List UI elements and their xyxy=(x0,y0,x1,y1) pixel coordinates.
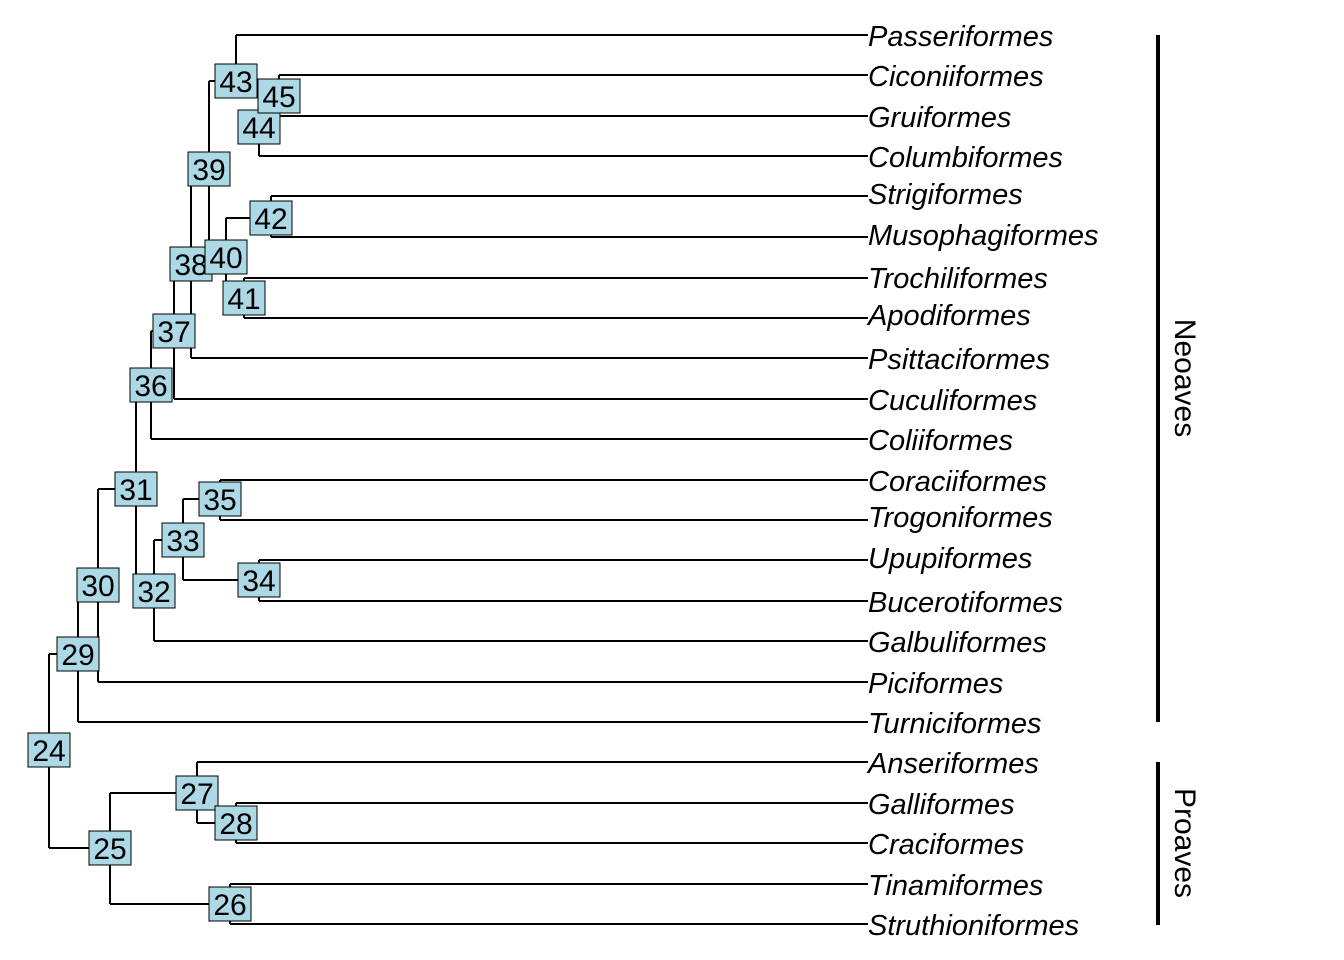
node-label-37: 37 xyxy=(157,316,190,349)
tip-apodiformes: Apodiformes xyxy=(866,300,1031,332)
node-box-28 xyxy=(214,805,258,841)
tip-labels: Passeriformes Ciconiiformes Gruiformes C… xyxy=(866,21,1099,942)
node-box-45 xyxy=(257,78,301,114)
node-35: 35 xyxy=(198,481,242,517)
tip-trochiliformes: Trochiliformes xyxy=(868,263,1048,295)
tip-strigiformes: Strigiformes xyxy=(868,179,1023,211)
node-39: 39 xyxy=(187,151,231,187)
node-24: 24 xyxy=(27,732,71,768)
node-label-39: 39 xyxy=(192,154,225,187)
tip-tinamiformes: Tinamiformes xyxy=(868,870,1043,902)
node-box-26 xyxy=(208,886,252,922)
node-box-31 xyxy=(114,471,158,507)
node-43: 43 xyxy=(214,63,258,99)
tip-psittaciformes: Psittaciformes xyxy=(868,344,1050,376)
tip-ciconiiformes: Ciconiiformes xyxy=(868,61,1044,93)
node-box-33 xyxy=(161,522,205,558)
node-42: 42 xyxy=(249,200,293,236)
node-41: 41 xyxy=(222,280,266,316)
tip-passeriformes: Passeriformes xyxy=(868,21,1053,53)
tip-upupiformes: Upupiformes xyxy=(868,543,1032,575)
node-label-33: 33 xyxy=(166,525,199,558)
node-label-31: 31 xyxy=(119,474,152,507)
node-box-30 xyxy=(76,567,120,603)
node-box-43 xyxy=(214,63,258,99)
tip-bucerotiformes: Bucerotiformes xyxy=(868,587,1063,619)
node-label-29: 29 xyxy=(61,639,94,672)
node-box-35 xyxy=(198,481,242,517)
node-box-40 xyxy=(204,239,248,275)
node-box-24 xyxy=(27,732,71,768)
tip-trogoniformes: Trogoniformes xyxy=(868,502,1053,534)
node-box-37 xyxy=(152,313,196,349)
tip-musophagiformes: Musophagiformes xyxy=(868,220,1099,252)
node-box-36 xyxy=(129,367,173,403)
node-label-45: 45 xyxy=(262,81,295,114)
node-label-27: 27 xyxy=(180,778,213,811)
node-box-41 xyxy=(222,280,266,316)
tip-craciformes: Craciformes xyxy=(868,829,1024,861)
tip-piciformes: Piciformes xyxy=(868,668,1003,700)
node-box-42 xyxy=(249,200,293,236)
node-29: 29 xyxy=(56,636,100,672)
node-40: 40 xyxy=(204,239,248,275)
node-label-24: 24 xyxy=(32,735,65,768)
node-label-40: 40 xyxy=(209,242,242,275)
node-box-27 xyxy=(175,775,219,811)
tip-anseriformes: Anseriformes xyxy=(866,748,1039,780)
node-label-36: 36 xyxy=(134,370,167,403)
node-36: 36 xyxy=(129,367,173,403)
tip-gruiformes: Gruiformes xyxy=(868,102,1011,134)
node-label-25: 25 xyxy=(93,833,126,866)
node-label-41: 41 xyxy=(227,283,260,316)
node-37: 37 xyxy=(152,313,196,349)
node-27: 27 xyxy=(175,775,219,811)
node-box-25 xyxy=(88,830,132,866)
tip-cuculiformes: Cuculiformes xyxy=(868,385,1037,417)
tip-turniciformes: Turniciformes xyxy=(868,708,1042,740)
node-label-44: 44 xyxy=(242,112,275,145)
tip-coraciiformes: Coraciiformes xyxy=(868,466,1047,498)
node-label-43: 43 xyxy=(219,66,252,99)
node-label-38: 38 xyxy=(174,249,207,282)
clade-label-neoaves: Neoaves xyxy=(1168,319,1201,437)
node-label-28: 28 xyxy=(219,808,252,841)
node-label-34: 34 xyxy=(242,565,275,598)
node-45: 45 xyxy=(257,78,301,114)
tip-galbuliformes: Galbuliformes xyxy=(868,627,1047,659)
node-34: 34 xyxy=(237,562,281,598)
node-box-29 xyxy=(56,636,100,672)
node-box-39 xyxy=(187,151,231,187)
tree-branches xyxy=(48,34,868,925)
node-32: 32 xyxy=(132,573,176,609)
node-label-30: 30 xyxy=(81,570,114,603)
node-28: 28 xyxy=(214,805,258,841)
node-box-34 xyxy=(237,562,281,598)
tip-coliiformes: Coliiformes xyxy=(868,425,1013,457)
node-box-44 xyxy=(237,109,281,145)
node-label-32: 32 xyxy=(137,576,170,609)
node-33: 33 xyxy=(161,522,205,558)
node-label-26: 26 xyxy=(213,889,246,922)
clade-label-proaves: Proaves xyxy=(1168,788,1201,898)
node-box-32 xyxy=(132,573,176,609)
node-44: 44 xyxy=(237,109,281,145)
tip-columbiformes: Columbiformes xyxy=(868,142,1063,174)
node-30: 30 xyxy=(76,567,120,603)
tip-struthioniformes: Struthioniformes xyxy=(868,910,1079,942)
clade-annotations: Neoaves Proaves xyxy=(1156,35,1201,925)
node-26: 26 xyxy=(208,886,252,922)
tip-galliformes: Galliformes xyxy=(868,789,1015,821)
node-label-35: 35 xyxy=(203,484,236,517)
node-25: 25 xyxy=(88,830,132,866)
node-label-42: 42 xyxy=(254,203,287,236)
node-31: 31 xyxy=(114,471,158,507)
